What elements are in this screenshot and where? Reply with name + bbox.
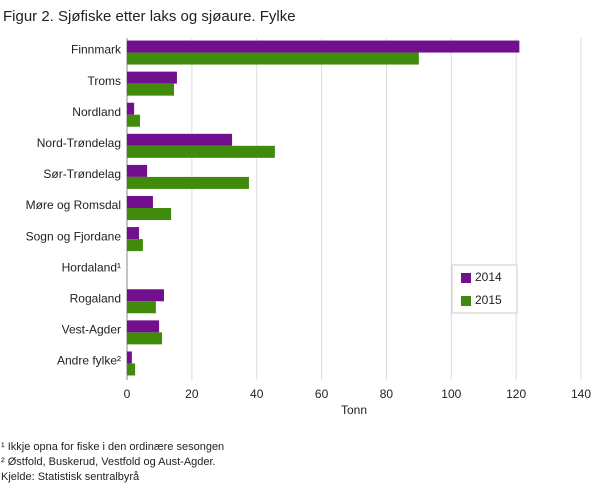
bar [127,208,172,220]
y-tick-label: Vest-Agder [62,323,121,337]
x-tick-label: 0 [124,387,131,401]
bar [127,332,163,345]
x-tick-label: 60 [315,387,329,401]
footnote: ² Østfold, Buskerud, Vestfold og Aust-Ag… [1,456,216,468]
legend-label: 2014 [475,270,502,284]
x-tick-label: 20 [185,387,199,401]
footnote: Kjelde: Statistisk sentralbyrå [1,471,140,483]
bar [127,102,135,115]
bar [127,133,233,146]
legend-swatch [461,273,471,283]
x-tick-label: 100 [441,387,461,401]
y-tick-label: Troms [87,74,121,88]
y-tick-label: Nordland [72,105,121,119]
bar [127,114,140,127]
legend-swatch [461,296,471,306]
bar [127,289,164,302]
y-tick-label: Sogn og Fjordane [26,229,122,243]
y-tick-label: Sør-Trøndelag [43,167,121,181]
bar [127,71,177,84]
bar [127,145,275,158]
bar [127,363,136,376]
legend-label: 2015 [475,293,502,307]
chart-title: Figur 2. Sjøfiske etter laks og sjøaure.… [3,8,296,25]
bar [127,196,153,208]
bar [127,40,520,53]
bar [127,239,143,252]
y-tick-label: Nord-Trøndelag [37,136,121,150]
x-tick-label: 80 [380,387,394,401]
bar [127,176,249,189]
x-tick-label: 40 [250,387,264,401]
y-tick-label: Andre fylke² [57,354,121,368]
y-tick-label: Møre og Romsdal [26,198,121,212]
bar [127,301,156,314]
bar [127,83,175,96]
x-axis-label: Tonn [341,403,367,417]
x-tick-label: 120 [506,387,526,401]
bar [127,320,160,333]
bar [127,164,148,177]
x-tick-label: 140 [571,387,591,401]
y-tick-label: Hordaland¹ [62,260,121,274]
y-tick-label: Finnmark [71,43,122,57]
bar [127,227,139,240]
y-tick-label: Rogaland [70,291,121,305]
footnote: ¹ Ikkje opna for fiske i den ordinære se… [1,441,224,453]
bar [127,351,132,364]
bar [127,52,419,65]
